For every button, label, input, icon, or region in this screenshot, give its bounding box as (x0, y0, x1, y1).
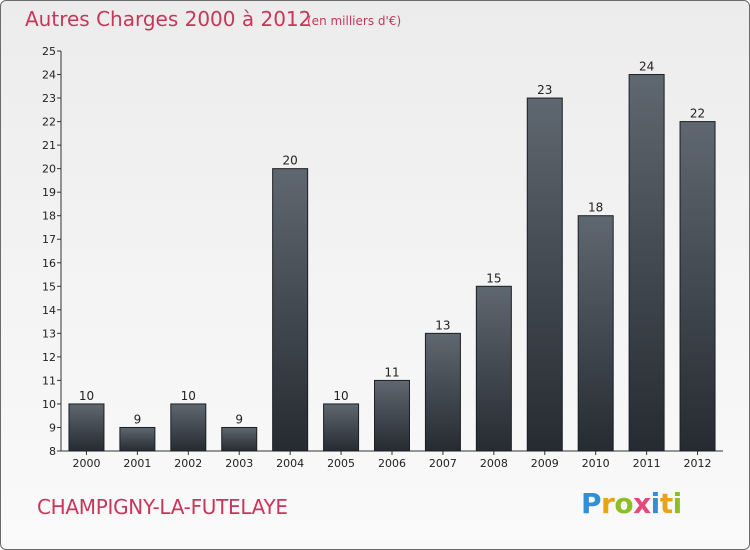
y-tick-label: 21 (42, 139, 56, 152)
data-label-2010: 18 (588, 201, 603, 215)
logo-letter: o (614, 487, 634, 520)
data-label-2003: 9 (235, 412, 243, 426)
data-label-2001: 9 (134, 412, 142, 426)
y-tick-label: 25 (42, 45, 56, 58)
data-label-2012: 22 (690, 107, 705, 121)
y-tick-label: 13 (42, 327, 56, 340)
data-label-2009: 23 (537, 83, 552, 97)
y-tick-label: 15 (42, 280, 56, 293)
chart-data-labels: 10 9 10 9 20 10 11 13 15 23 18 24 22 (79, 60, 705, 427)
data-label-2006: 11 (384, 365, 399, 379)
x-tick-label-2006: 2006 (378, 457, 406, 470)
y-tick-label: 17 (42, 233, 56, 246)
data-label-2011: 24 (639, 60, 654, 74)
data-label-2004: 20 (283, 154, 298, 168)
x-tick-label-2000: 2000 (72, 457, 100, 470)
y-tick-label: 23 (42, 92, 56, 105)
logo-letter: x (633, 487, 651, 520)
y-tick-label: 16 (42, 257, 56, 270)
logo-letter: t (659, 487, 673, 520)
logo-letter: i (650, 487, 661, 520)
y-tick-label: 18 (42, 210, 56, 223)
x-tick-label-2003: 2003 (225, 457, 253, 470)
bar-2009 (526, 97, 563, 452)
bar-2004 (272, 168, 309, 452)
y-tick-label: 8 (49, 445, 56, 458)
logo-letter: i (672, 487, 683, 520)
x-tick-label-2011: 2011 (633, 457, 661, 470)
data-label-2000: 10 (79, 389, 94, 403)
x-tick-label-2009: 2009 (531, 457, 559, 470)
chart-axes: 8 9 10 11 12 13 14 15 16 17 18 19 20 21 22 23 24 25 2000 20… (42, 45, 723, 470)
y-tick-label: 10 (42, 398, 56, 411)
y-tick-label: 20 (42, 163, 56, 176)
data-label-2002: 10 (181, 389, 196, 403)
bar-2006 (374, 379, 410, 452)
bar-2003 (221, 426, 258, 452)
x-tick-label-2005: 2005 (327, 457, 355, 470)
x-tick-label-2004: 2004 (276, 457, 304, 470)
bar-2005 (323, 403, 360, 452)
bar-2007 (424, 332, 461, 452)
chart-title: Autres Charges 2000 à 2012 (25, 7, 312, 31)
bar-2002 (170, 403, 207, 452)
commune-name: CHAMPIGNY-LA-FUTELAYE (37, 495, 288, 519)
x-tick-label-2010: 2010 (582, 457, 610, 470)
chart-bars (68, 74, 716, 452)
bar-2008 (475, 285, 512, 452)
data-label-2007: 13 (435, 318, 450, 332)
proxiti-logo: Proxiti (581, 487, 682, 520)
bar-2011 (628, 74, 665, 452)
y-tick-label: 11 (42, 374, 56, 387)
y-tick-label: 14 (42, 304, 56, 317)
data-label-2005: 10 (333, 389, 348, 403)
bar-2001 (119, 426, 156, 452)
data-label-2008: 15 (486, 271, 501, 285)
x-tick-label-2007: 2007 (429, 457, 457, 470)
x-tick-label-2002: 2002 (174, 457, 202, 470)
y-tick-label: 12 (42, 351, 56, 364)
bar-2012 (679, 121, 716, 452)
logo-letter: P (581, 487, 602, 520)
x-tick-label-2008: 2008 (480, 457, 508, 470)
x-tick-label-2012: 2012 (684, 457, 712, 470)
bar-2010 (577, 215, 614, 452)
y-tick-label: 9 (49, 421, 56, 434)
chart-subtitle: (en milliers d'€) (307, 14, 402, 28)
x-tick-label-2001: 2001 (123, 457, 151, 470)
y-tick-label: 19 (42, 186, 56, 199)
y-tick-label: 22 (42, 116, 56, 129)
y-tick-label: 24 (42, 69, 56, 82)
logo-letter: r (601, 487, 615, 520)
bar-2000 (68, 403, 105, 452)
